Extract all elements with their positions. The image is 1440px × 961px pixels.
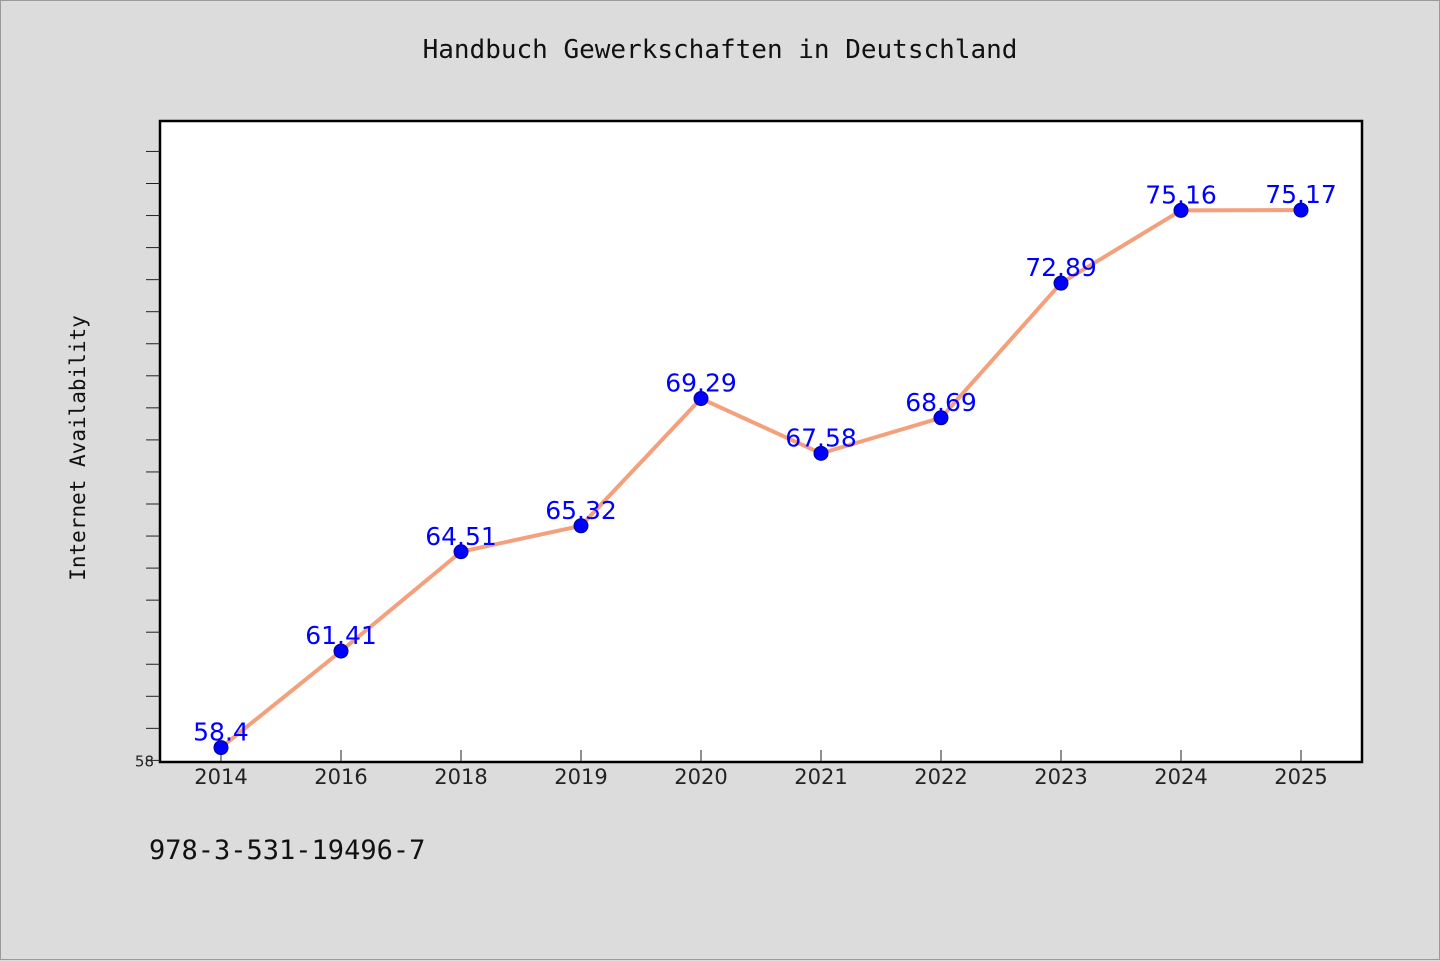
data-point — [693, 391, 709, 407]
x-tick-label: 2025 — [1274, 765, 1327, 789]
data-point — [453, 544, 469, 560]
data-point — [333, 643, 349, 659]
x-tick-label: 2021 — [794, 765, 847, 789]
data-label: 75.16 — [1145, 180, 1217, 209]
x-tick-label: 2018 — [434, 765, 487, 789]
data-label: 75.17 — [1265, 180, 1337, 209]
data-label: 58.4 — [193, 718, 249, 747]
data-label: 64.51 — [425, 522, 497, 551]
x-tick-label: 2022 — [914, 765, 967, 789]
x-tick-label: 2023 — [1034, 765, 1087, 789]
y-tick-label: 58 — [135, 752, 154, 770]
data-labels: 58.4 61.41 64.51 65.32 69.29 67.58 68.69 72.89 7… — [193, 180, 1337, 746]
data-markers — [213, 202, 1309, 756]
x-tick-label: 2024 — [1154, 765, 1207, 789]
chart-title: Handbuch Gewerkschaften in Deutschland — [422, 35, 1018, 65]
data-point — [1173, 202, 1189, 218]
x-tick-label: 2020 — [674, 765, 727, 789]
data-label: 67.58 — [785, 423, 857, 452]
x-tick-label: 2014 — [194, 765, 247, 789]
data-label: 69.29 — [665, 369, 737, 398]
data-point — [1293, 202, 1309, 218]
x-tick-label: 2016 — [314, 765, 367, 789]
data-label: 68.69 — [905, 388, 977, 417]
data-point — [1053, 275, 1069, 291]
data-point — [933, 410, 949, 426]
plot-area — [158, 119, 1364, 764]
data-point — [813, 445, 829, 461]
y-axis-ticks: 58 — [135, 150, 160, 770]
isbn-text: 978-3-531-19496-7 — [149, 835, 426, 866]
data-point — [573, 518, 589, 534]
x-tick-label: 2019 — [554, 765, 607, 789]
data-label: 61.41 — [305, 621, 377, 650]
data-label: 72.89 — [1025, 253, 1097, 282]
data-label: 65.32 — [545, 496, 617, 525]
data-point — [213, 740, 229, 756]
series-line — [219, 208, 1303, 750]
x-axis-ticks: 2014 2016 2018 2019 2020 2021 2022 2023 2024 2025 — [194, 750, 1328, 789]
